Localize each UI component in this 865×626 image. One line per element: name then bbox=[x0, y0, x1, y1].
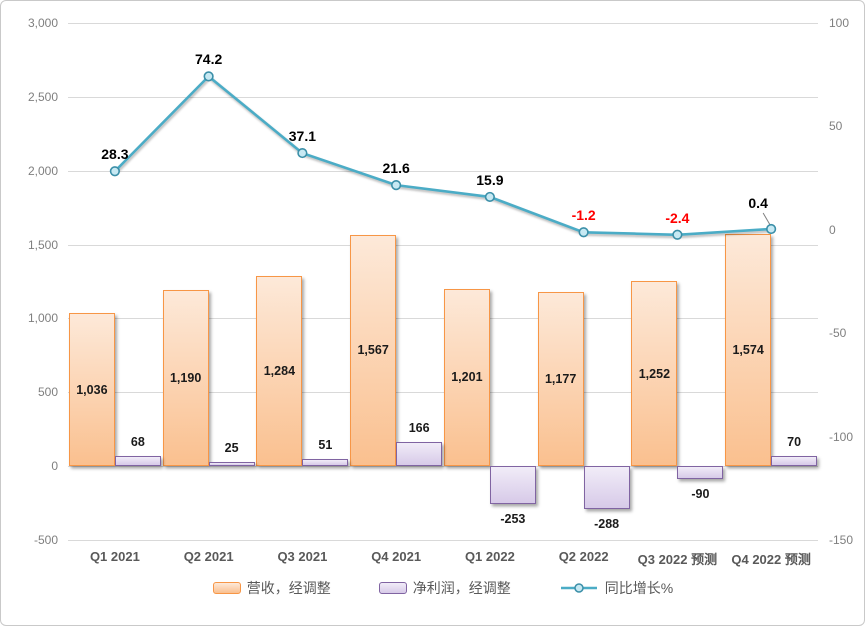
bar-label-revenue: 1,284 bbox=[263, 364, 296, 379]
bar-label-net-profit: -90 bbox=[691, 487, 710, 502]
revenue-swatch bbox=[212, 582, 241, 594]
yoy-growth-label: 0.4 bbox=[748, 194, 768, 211]
line-marker bbox=[578, 227, 589, 238]
bar-label-net-profit: 166 bbox=[408, 420, 430, 435]
x-axis-label: Q1 2022 bbox=[464, 549, 515, 564]
bar-label-net-profit: 25 bbox=[224, 441, 239, 456]
bar-label-revenue: 1,201 bbox=[451, 370, 483, 385]
y-axis-right-tick-label: -50 bbox=[829, 326, 847, 341]
y-axis-right-tick-label: 0 bbox=[829, 222, 836, 237]
y-axis-right-tick-label: -100 bbox=[829, 429, 854, 444]
bar-label-net-profit: 51 bbox=[318, 437, 333, 452]
data-label-leader-line bbox=[762, 212, 771, 226]
bar-revenue bbox=[443, 288, 490, 467]
bar-net-profit bbox=[302, 458, 349, 467]
gridline bbox=[68, 540, 818, 541]
bar-label-revenue: 1,190 bbox=[169, 371, 202, 386]
legend: 营收，经调整 净利润，经调整 同比增长% bbox=[68, 577, 818, 599]
bar-revenue bbox=[631, 281, 678, 467]
bar-label-revenue: 1,567 bbox=[357, 343, 389, 358]
yoy-line-marker-icon bbox=[560, 583, 597, 593]
line-marker bbox=[391, 180, 402, 191]
gridline bbox=[68, 23, 818, 24]
bar-label-net-profit: 68 bbox=[130, 435, 145, 450]
y-axis-right-tick-label: 100 bbox=[829, 16, 850, 30]
bar-net-profit bbox=[677, 466, 724, 480]
bar-net-profit bbox=[396, 441, 443, 467]
legend-label-net-profit: 净利润，经调整 bbox=[412, 580, 511, 596]
yoy-growth-label: -2.4 bbox=[665, 209, 690, 226]
bar-net-profit bbox=[583, 466, 630, 509]
y-axis-left-tick-label: 3,000 bbox=[27, 16, 58, 30]
net-profit-swatch bbox=[378, 582, 407, 594]
gridline bbox=[68, 318, 818, 320]
legend-label-yoy-growth: 同比增长% bbox=[604, 580, 674, 596]
legend-item-yoy-growth: 同比增长% bbox=[559, 578, 673, 598]
bar-net-profit bbox=[771, 455, 818, 467]
bar-label-net-profit: -288 bbox=[594, 516, 620, 531]
x-axis-label: Q1 2021 bbox=[89, 549, 140, 564]
bar-revenue bbox=[537, 292, 584, 467]
bar-revenue bbox=[350, 234, 397, 467]
yoy-growth-label: -1.2 bbox=[571, 207, 596, 224]
x-axis-label: Q2 2021 bbox=[183, 549, 234, 564]
bar-revenue bbox=[725, 233, 772, 467]
bar-label-revenue: 1,574 bbox=[732, 342, 764, 357]
legend-item-net-profit: 净利润，经调整 bbox=[378, 578, 511, 598]
x-axis-label: Q4 2022 预测 bbox=[731, 552, 811, 567]
bar-label-revenue: 1,177 bbox=[544, 372, 577, 387]
bar-label-net-profit: 70 bbox=[787, 434, 802, 449]
bar-label-revenue: 1,252 bbox=[638, 366, 671, 381]
gridline bbox=[68, 96, 818, 98]
bar-net-profit bbox=[489, 466, 536, 504]
yoy-growth-label: 74.2 bbox=[195, 51, 223, 68]
x-axis-label: Q2 2022 bbox=[558, 549, 609, 564]
gridline bbox=[68, 466, 818, 468]
y-axis-left-tick-label: 1,500 bbox=[27, 237, 58, 252]
line-marker bbox=[766, 223, 777, 235]
y-axis-left-tick-label: -500 bbox=[33, 533, 58, 547]
x-axis-label: Q3 2021 bbox=[277, 549, 328, 564]
yoy-growth-label: 15.9 bbox=[476, 171, 504, 188]
line-marker bbox=[484, 191, 495, 203]
x-axis-label: Q3 2022 预测 bbox=[637, 552, 718, 567]
line-marker bbox=[203, 71, 214, 82]
bar-label-revenue: 1,036 bbox=[76, 382, 108, 397]
bar-revenue bbox=[68, 313, 115, 467]
legend-label-revenue: 营收，经调整 bbox=[246, 580, 331, 596]
y-axis-left-tick-label: 500 bbox=[37, 385, 58, 400]
line-marker bbox=[297, 147, 308, 159]
bar-revenue bbox=[162, 290, 209, 467]
gridline bbox=[68, 392, 818, 394]
legend-item-revenue: 营收，经调整 bbox=[212, 578, 331, 598]
yoy-growth-label: 21.6 bbox=[382, 160, 410, 177]
y-axis-right-tick-label: 50 bbox=[829, 119, 843, 134]
y-axis-left-tick-label: 2,500 bbox=[27, 89, 58, 104]
y-axis-left-tick-label: 0 bbox=[51, 459, 58, 474]
yoy-growth-label: 37.1 bbox=[288, 128, 316, 145]
bar-net-profit bbox=[208, 462, 255, 467]
yoy-growth-label: 28.3 bbox=[101, 146, 129, 163]
line-marker bbox=[672, 229, 683, 240]
gridline bbox=[68, 170, 818, 172]
y-axis-left-tick-label: 2,000 bbox=[27, 163, 58, 178]
y-axis-right-tick-label: -150 bbox=[829, 533, 854, 547]
bar-net-profit bbox=[114, 456, 161, 467]
y-axis-left-tick-label: 1,000 bbox=[27, 311, 58, 326]
gridline bbox=[68, 244, 818, 246]
bar-label-net-profit: -253 bbox=[500, 511, 526, 526]
bar-revenue bbox=[256, 276, 303, 467]
x-axis-label: Q4 2021 bbox=[371, 549, 422, 564]
